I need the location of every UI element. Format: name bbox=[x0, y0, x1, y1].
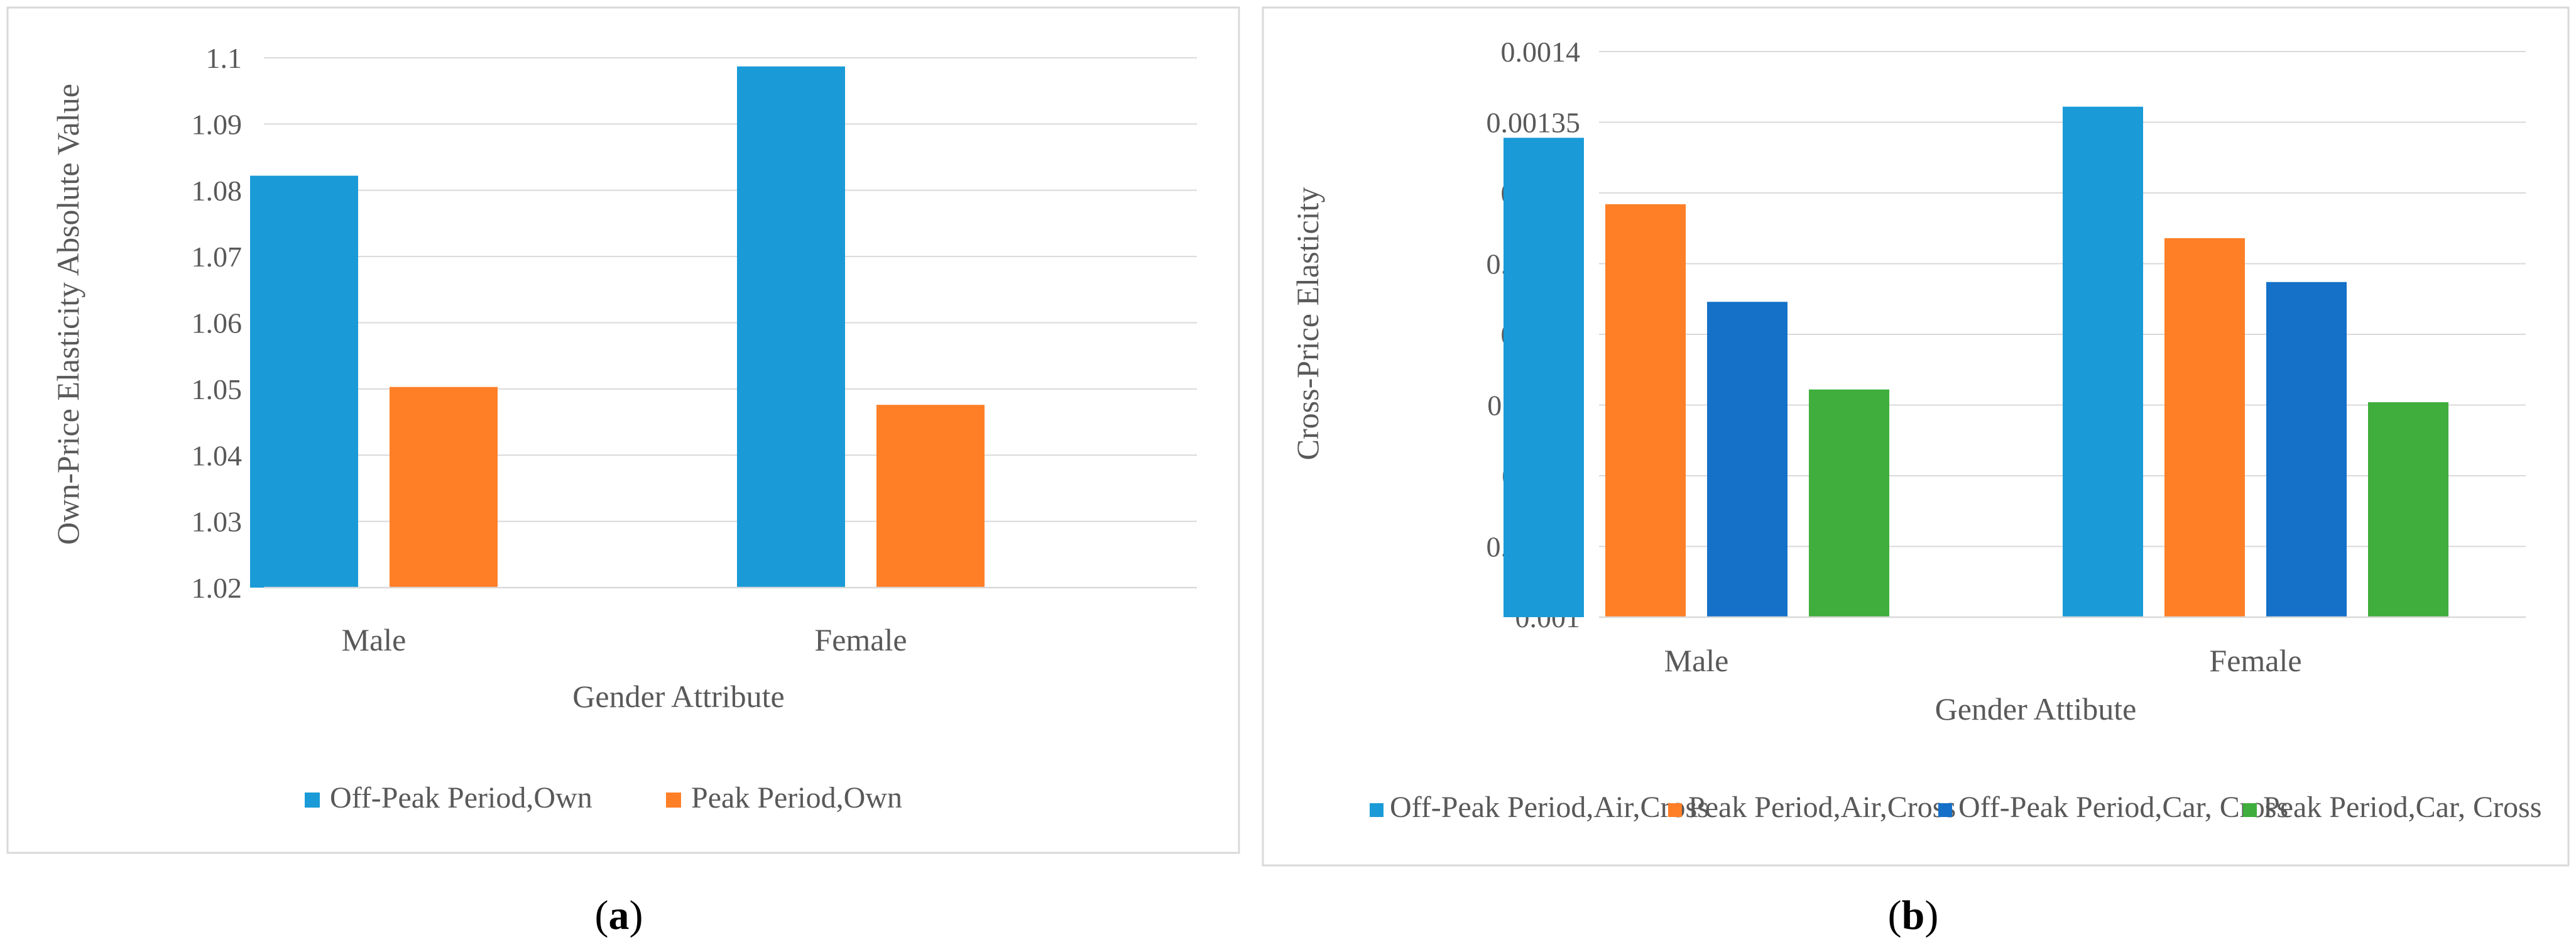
legend-swatch bbox=[305, 793, 320, 808]
chart-b-legend-item: Peak Period,Air,Cross bbox=[1668, 791, 1956, 824]
chart-a-y-tick-label: 1.05 bbox=[192, 373, 243, 405]
chart-b-category-label: Male bbox=[1664, 643, 1729, 678]
chart-b-category-labels: Male Female bbox=[1664, 643, 2302, 678]
legend-label: Peak Period,Car, Cross bbox=[2263, 791, 2541, 824]
chart-a-category-label: Female bbox=[814, 622, 907, 657]
chart-a-y-axis-title: Own-Price Elasticity Absolute Value bbox=[50, 84, 85, 545]
chart-a-bar bbox=[876, 405, 985, 588]
chart-b-bar bbox=[1605, 204, 1686, 617]
chart-b-bar bbox=[2266, 282, 2347, 617]
legend-swatch bbox=[2243, 803, 2257, 817]
chart-a-bar bbox=[737, 66, 845, 588]
chart-a-x-axis-title: Gender Attribute bbox=[572, 679, 784, 714]
chart-a-y-tick-label: 1.1 bbox=[206, 42, 243, 74]
chart-b-category-label: Female bbox=[2209, 643, 2301, 678]
chart-a-frame bbox=[6, 6, 1240, 854]
legend-swatch bbox=[1668, 803, 1682, 817]
chart-a-y-tick-label: 1.04 bbox=[192, 439, 243, 471]
chart-b-bar bbox=[2368, 402, 2448, 617]
chart-b-bar bbox=[1809, 389, 1889, 617]
caption-a: (a) bbox=[595, 892, 643, 938]
chart-panel-a: 1.02 1.03 1.04 1.05 1.06 1.07 1.08 1.09 1.1 Male… bbox=[6, 6, 1240, 854]
chart-b-legend-item: Peak Period,Car, Cross bbox=[2243, 791, 2541, 824]
chart-a-y-ticks: 1.02 1.03 1.04 1.05 1.06 1.07 1.08 1.09 1.1 bbox=[192, 42, 243, 604]
legend-label: Off-Peak Period,Own bbox=[330, 781, 592, 815]
chart-a-y-tick-label: 1.03 bbox=[192, 506, 243, 538]
legend-swatch bbox=[1938, 803, 1952, 817]
chart-b-x-axis-title: Gender Attibute bbox=[1935, 691, 2137, 727]
chart-a-y-tick-label: 1.02 bbox=[192, 572, 243, 604]
legend-swatch bbox=[1370, 803, 1384, 817]
chart-a-y-tick-label: 1.09 bbox=[192, 108, 243, 140]
legend-label: Peak Period,Air,Cross bbox=[1688, 791, 1956, 824]
chart-b-y-tick-label: 0.0014 bbox=[1501, 36, 1581, 68]
chart-a-legend-item: Off-Peak Period,Own bbox=[305, 781, 592, 815]
chart-b-bars bbox=[1504, 106, 2448, 617]
legend-label: Peak Period,Own bbox=[691, 781, 902, 815]
chart-b-frame bbox=[1262, 6, 2570, 867]
chart-a-y-tick-label: 1.08 bbox=[192, 175, 243, 207]
chart-b-legend-item: Off-Peak Period,Car, Cross bbox=[1938, 791, 2288, 824]
caption-b-letter: b bbox=[1902, 892, 1925, 938]
chart-b-legend-item: Off-Peak Period,Air,Cross bbox=[1370, 791, 1709, 824]
chart-b-bar bbox=[2063, 106, 2143, 617]
chart-a-legend: Off-Peak Period,Own Peak Period,Own bbox=[305, 781, 902, 815]
caption-a-letter: a bbox=[609, 892, 630, 938]
chart-b-bar bbox=[2164, 238, 2245, 617]
chart-a-category-labels: Male Female bbox=[342, 622, 907, 657]
chart-a-bar bbox=[390, 387, 498, 588]
chart-a-y-tick-label: 1.07 bbox=[192, 241, 243, 273]
chart-a-category-label: Male bbox=[342, 622, 407, 657]
chart-a-y-tick-label: 1.06 bbox=[192, 307, 243, 339]
chart-a-bars bbox=[250, 66, 985, 588]
legend-label: Off-Peak Period,Car, Cross bbox=[1958, 791, 2288, 824]
chart-b-bar bbox=[1504, 138, 1584, 617]
chart-panel-b: 0.0010.001050.00110.001150.00120.001250.… bbox=[1262, 6, 2570, 867]
chart-b-y-axis-title: Cross-Price Elasticity bbox=[1290, 187, 1325, 461]
legend-label: Off-Peak Period,Air,Cross bbox=[1390, 791, 1709, 824]
chart-b-bar bbox=[1707, 302, 1787, 617]
chart-b-y-tick-label: 0.00135 bbox=[1487, 107, 1581, 139]
chart-a-bar bbox=[250, 175, 358, 588]
caption-b: (b) bbox=[1888, 892, 1939, 938]
chart-a-legend-item: Peak Period,Own bbox=[666, 781, 902, 815]
legend-swatch bbox=[666, 793, 681, 808]
